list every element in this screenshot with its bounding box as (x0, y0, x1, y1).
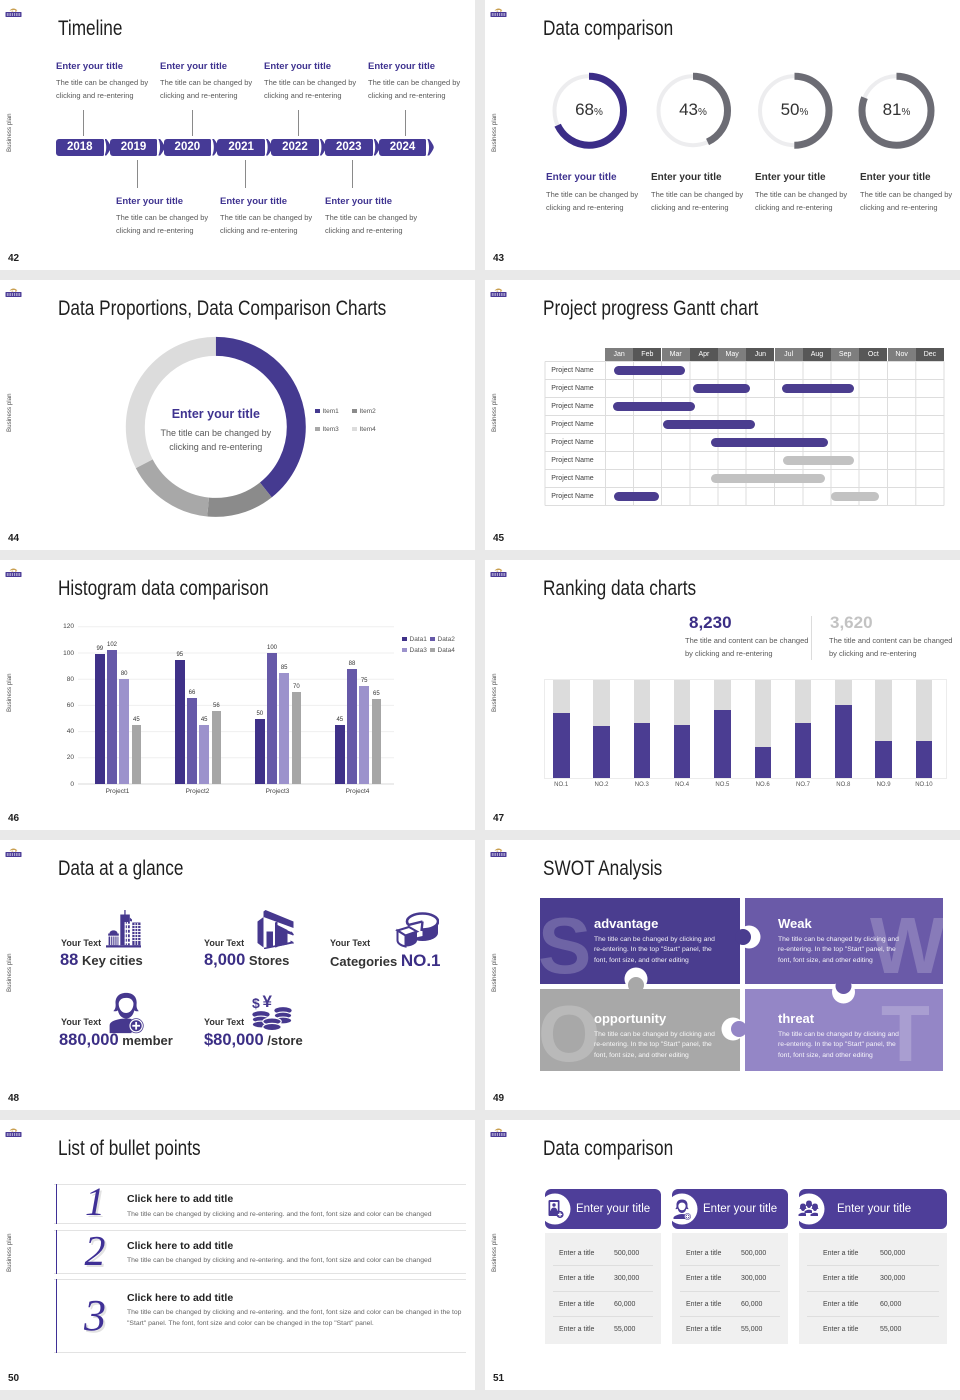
svg-text:T: T (881, 989, 930, 1078)
svg-text:¥: ¥ (263, 995, 273, 1011)
svg-text:W: W (870, 901, 946, 990)
svg-text:S: S (538, 901, 591, 990)
svg-text:O: O (538, 989, 600, 1078)
svg-text:$: $ (252, 995, 260, 1011)
